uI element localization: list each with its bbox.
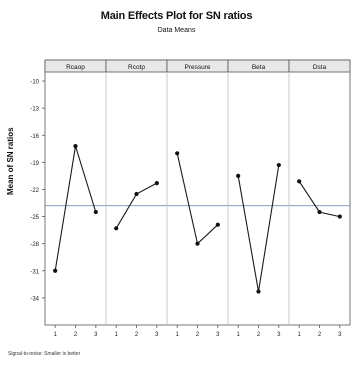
panel-header-label: Beta [252,64,266,71]
data-point [297,179,302,184]
data-point [236,173,241,179]
data-point [175,151,180,156]
x-tick-label: 3 [216,332,220,338]
x-tick-label: 2 [257,332,261,338]
x-tick-label: 1 [175,332,179,338]
series-line-rcaop [54,145,97,271]
x-tick-label: 3 [338,332,342,338]
x-tick-label: 1 [236,332,240,338]
x-tick-label: 1 [114,332,118,338]
panel-header-label: Rcaop [66,64,85,71]
data-point [317,209,322,215]
panel-header [288,59,351,73]
y-tick-label: -10 [30,80,39,86]
data-point [73,143,78,149]
data-point [215,222,220,227]
plot-frame [44,59,351,326]
panel-header-label: Rcotp [128,64,145,71]
panel-header-label: Pressure [184,64,210,71]
footnote: Signal-to-noise: Smaller is better [8,351,81,357]
data-point [276,162,281,168]
chart-subtitle: Data Means [157,27,196,34]
y-tick-label: -22 [30,188,39,194]
x-tick-label: 2 [196,332,200,338]
x-tick-label: 2 [318,332,322,338]
y-tick-label: -16 [30,134,39,140]
y-tick-label: -34 [30,296,39,302]
x-tick-label: 3 [94,332,98,338]
series-line-beta [237,165,280,292]
x-tick-label: 3 [277,332,281,338]
series-line-pressure [176,153,219,245]
x-tick-label: 2 [74,332,78,338]
data-point [114,226,119,231]
data-point [337,214,342,219]
x-tick-label: 2 [135,332,139,338]
data-point [93,209,98,215]
y-tick-label: -19 [30,161,39,167]
x-tick-label: 3 [155,332,159,338]
data-point [154,181,159,186]
data-point [195,241,200,246]
y-tick-label: -25 [30,215,39,221]
data-point [134,191,139,197]
panel-header-label: Dsta [313,64,327,71]
y-tick-label: -13 [30,107,39,113]
chart-title: Main Effects Plot for SN ratios [100,10,253,22]
x-tick-label: 1 [53,332,57,338]
data-point [53,268,58,273]
x-tick-label: 1 [297,332,301,338]
data-point [256,289,261,294]
y-tick-label: -28 [30,242,39,248]
y-tick-label: -31 [30,269,39,275]
